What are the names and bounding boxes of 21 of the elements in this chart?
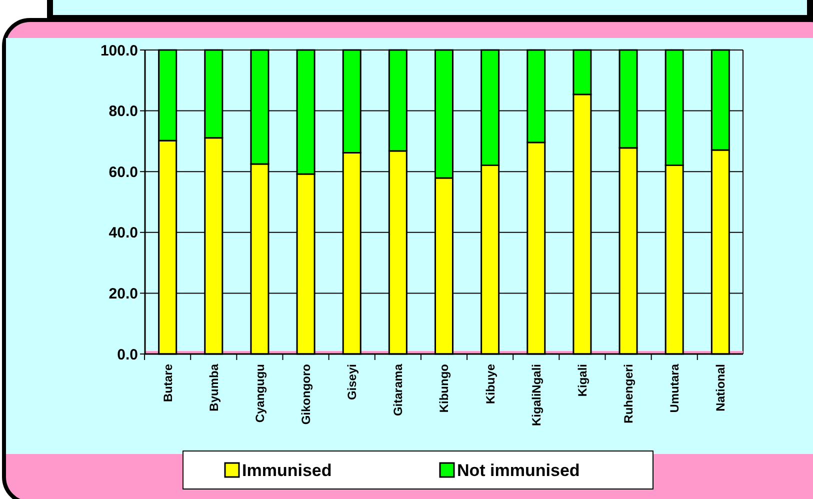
x-tick-label: Gitarama — [391, 364, 406, 416]
x-tick-label: Kigali — [575, 364, 590, 397]
y-tick-label: 100.0 — [100, 42, 138, 60]
x-tick-label: Byumba — [206, 364, 221, 412]
legend-label: Not immunised — [457, 460, 580, 480]
y-tick-label: 80.0 — [108, 103, 138, 120]
x-tick-label: Butare — [160, 364, 175, 402]
x-tick-label: Gikongoro — [298, 364, 313, 425]
x-tick-label: Giseyi — [345, 364, 360, 400]
x-tick-label: National — [714, 364, 728, 412]
y-tick-label: 60.0 — [108, 164, 138, 181]
x-tick-label: Ruhengeri — [621, 364, 636, 424]
x-tick-label: KigaliNgali — [529, 364, 544, 426]
y-tick-label: 40.0 — [108, 224, 138, 242]
x-tick-label: Kibungo — [437, 364, 452, 413]
x-tick-label: Kibuye — [483, 364, 498, 404]
legend-label: Immunised — [242, 460, 332, 480]
y-tick-label: 0.0 — [117, 346, 138, 364]
x-tick-label: Umutara — [668, 364, 682, 413]
y-tick-label: 20.0 — [108, 285, 138, 302]
x-tick-label: Cyangugu — [252, 364, 267, 423]
